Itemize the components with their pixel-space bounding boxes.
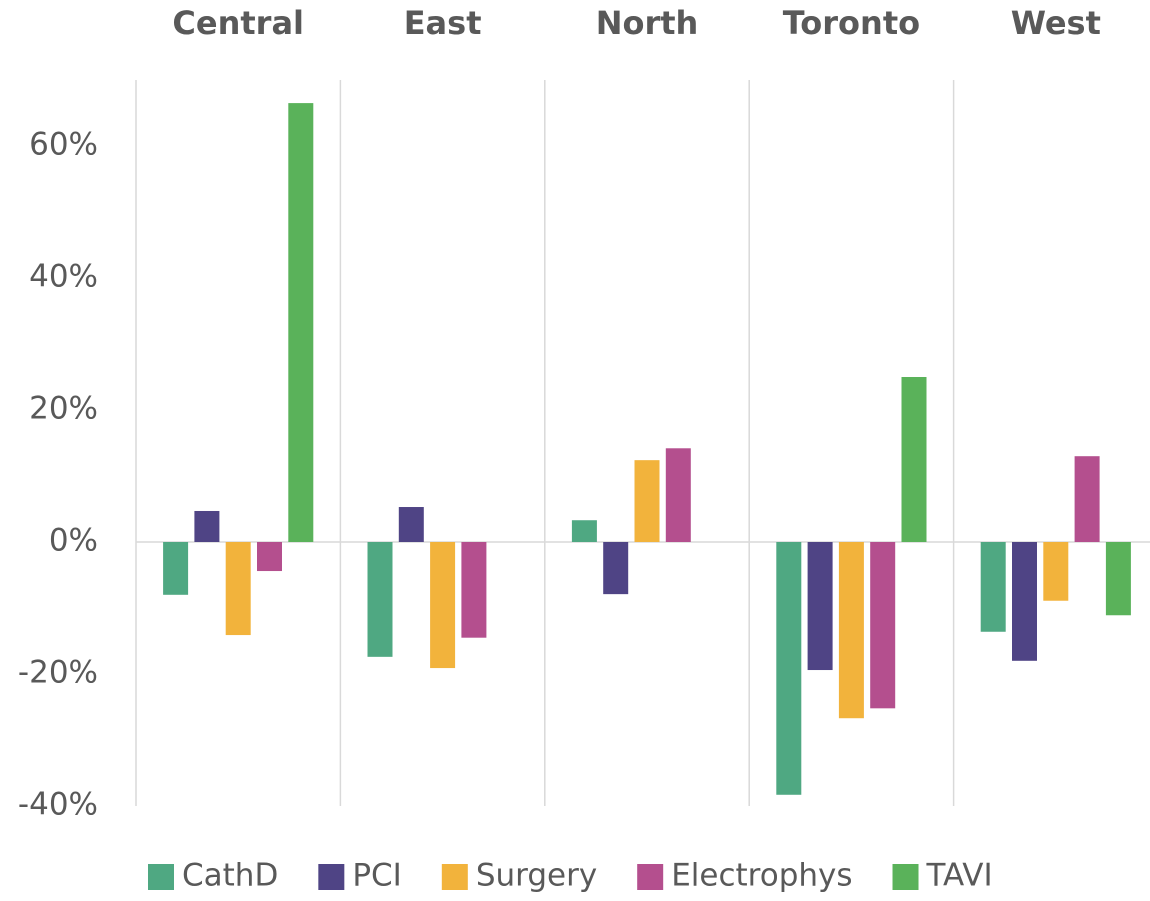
category-label: East bbox=[404, 4, 482, 42]
bar bbox=[665, 448, 691, 542]
y-tick-label: -20% bbox=[18, 655, 98, 691]
legend-label: Surgery bbox=[476, 858, 597, 894]
y-tick-label: 40% bbox=[29, 259, 98, 295]
bar bbox=[1012, 542, 1037, 661]
category-label: West bbox=[1011, 4, 1101, 42]
y-tick-label: 20% bbox=[29, 391, 98, 427]
bar bbox=[634, 460, 660, 542]
legend-label: TAVI bbox=[926, 858, 993, 894]
bar bbox=[225, 542, 251, 636]
bar bbox=[461, 542, 487, 638]
bar bbox=[1074, 456, 1100, 542]
category-label: Toronto bbox=[783, 4, 920, 42]
bar bbox=[807, 542, 833, 671]
bar bbox=[870, 542, 896, 709]
bar bbox=[163, 542, 189, 595]
legend-label: PCI bbox=[352, 858, 401, 894]
bar bbox=[901, 377, 927, 542]
legend-label: Electrophys bbox=[671, 858, 852, 894]
y-tick-label: 60% bbox=[29, 127, 98, 163]
bar bbox=[367, 542, 393, 657]
legend-label: CathD bbox=[182, 858, 278, 894]
bar bbox=[194, 510, 220, 542]
bar bbox=[603, 542, 629, 595]
bar bbox=[257, 542, 282, 572]
bar bbox=[398, 507, 424, 542]
legend-swatch bbox=[148, 864, 174, 890]
y-tick-label: 0% bbox=[49, 523, 98, 559]
bar bbox=[838, 542, 864, 719]
category-label: Central bbox=[172, 4, 304, 42]
bar bbox=[288, 103, 314, 542]
bar bbox=[571, 520, 597, 542]
bar bbox=[430, 542, 456, 669]
legend-swatch bbox=[441, 864, 468, 890]
legend-swatch bbox=[892, 864, 919, 890]
legend-swatch bbox=[637, 864, 664, 890]
legend-swatch bbox=[318, 864, 345, 890]
bar bbox=[1043, 542, 1069, 601]
category-label: North bbox=[596, 4, 699, 42]
bar bbox=[1105, 542, 1131, 616]
y-tick-label: -40% bbox=[18, 787, 98, 823]
bar bbox=[776, 542, 802, 795]
bar bbox=[980, 542, 1006, 632]
